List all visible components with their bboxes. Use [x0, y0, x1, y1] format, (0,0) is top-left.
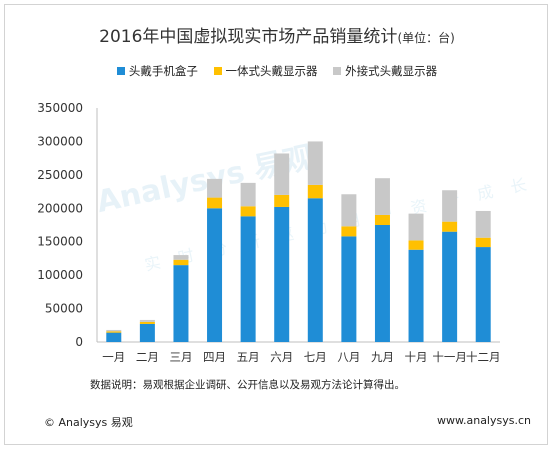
footer-website: www.analysys.cn — [437, 414, 531, 427]
bar-series-2-11 — [442, 190, 458, 222]
bar-series-0-4 — [207, 208, 223, 342]
bar-series-1-11 — [442, 221, 458, 232]
bar-series-0-2 — [139, 323, 155, 342]
legend-label-series-0: 头戴手机盒子 — [128, 64, 198, 78]
bar-series-0-8 — [341, 236, 357, 342]
legend-swatch-series-0 — [116, 67, 125, 75]
bar-series-2-1 — [106, 329, 122, 332]
y-tick-label: 200000 — [37, 201, 83, 215]
bar-series-2-7 — [307, 141, 323, 185]
x-tick-label: 一月 — [102, 350, 125, 364]
chart-legend: 头戴手机盒子 一体式头戴显示器 外接式头戴显示器 — [0, 63, 554, 79]
bar-series-0-10 — [408, 249, 424, 342]
bar-series-0-1 — [106, 332, 122, 342]
y-tick-label: 300000 — [37, 134, 83, 148]
bar-series-1-9 — [374, 214, 390, 225]
x-tick-label: 九月 — [371, 350, 394, 364]
bar-series-0-7 — [307, 198, 323, 342]
bar-series-1-2 — [139, 321, 155, 324]
x-tick-label: 十一月 — [432, 350, 467, 364]
legend-item-series-2: 外接式头戴显示器 — [333, 63, 437, 79]
bar-series-2-12 — [475, 210, 491, 238]
bar-series-2-4 — [207, 178, 223, 198]
legend-swatch-series-1 — [213, 67, 222, 75]
bar-series-2-9 — [374, 178, 390, 215]
x-tick-label: 六月 — [270, 350, 293, 364]
x-tick-label: 七月 — [304, 350, 327, 364]
bar-series-0-9 — [374, 225, 390, 342]
bar-series-2-10 — [408, 213, 424, 241]
bar-series-1-1 — [106, 331, 122, 333]
y-tick-label: 50000 — [45, 302, 83, 316]
bar-series-1-3 — [173, 259, 189, 266]
chart-title-text: 2016年中国虚拟现实市场产品销量统计 — [99, 27, 398, 47]
bar-series-2-2 — [139, 319, 155, 322]
legend-swatch-series-2 — [333, 67, 342, 75]
y-tick-label: 100000 — [37, 268, 83, 282]
x-tick-label: 五月 — [237, 350, 260, 364]
x-tick-label: 十月 — [405, 350, 428, 364]
bar-series-0-12 — [475, 247, 491, 342]
x-tick-label: 二月 — [136, 350, 159, 364]
bar-series-0-6 — [274, 206, 290, 342]
bar-series-0-3 — [173, 265, 189, 342]
chart-title-unit: (单位：台) — [397, 31, 455, 45]
bar-series-2-5 — [240, 182, 256, 207]
legend-item-series-1: 一体式头戴显示器 — [213, 63, 318, 79]
bar-series-1-4 — [207, 197, 223, 209]
legend-label-series-2: 外接式头戴显示器 — [345, 64, 438, 78]
bar-series-1-6 — [274, 194, 290, 207]
y-tick-label: 0 — [75, 335, 83, 349]
legend-label-series-1: 一体式头戴显示器 — [225, 64, 318, 78]
chart-title: 2016年中国虚拟现实市场产品销量统计(单位：台) — [0, 22, 554, 47]
y-tick-label: 350000 — [37, 101, 83, 115]
bar-series-1-5 — [240, 206, 256, 217]
y-tick-label: 250000 — [37, 168, 83, 182]
x-tick-label: 三月 — [169, 350, 192, 364]
bar-series-0-5 — [240, 216, 256, 342]
bar-series-1-12 — [475, 237, 491, 248]
footer-copyright: © Analysys 易观 — [44, 416, 133, 429]
data-note: 数据说明：易观根据企业调研、公开信息以及易观方法论计算得出。 — [90, 379, 405, 391]
x-tick-label: 四月 — [203, 350, 226, 364]
bar-series-0-11 — [442, 231, 458, 342]
legend-item-series-0: 头戴手机盒子 — [116, 63, 198, 79]
x-tick-label: 八月 — [337, 350, 360, 364]
bar-series-1-10 — [408, 240, 424, 250]
y-tick-label: 150000 — [37, 235, 83, 249]
bar-series-2-3 — [173, 255, 189, 260]
bar-series-1-7 — [307, 184, 323, 199]
x-tick-label: 十二月 — [466, 350, 501, 364]
bar-series-2-8 — [341, 194, 357, 227]
bar-series-2-6 — [274, 153, 290, 195]
bar-series-1-8 — [341, 226, 357, 237]
